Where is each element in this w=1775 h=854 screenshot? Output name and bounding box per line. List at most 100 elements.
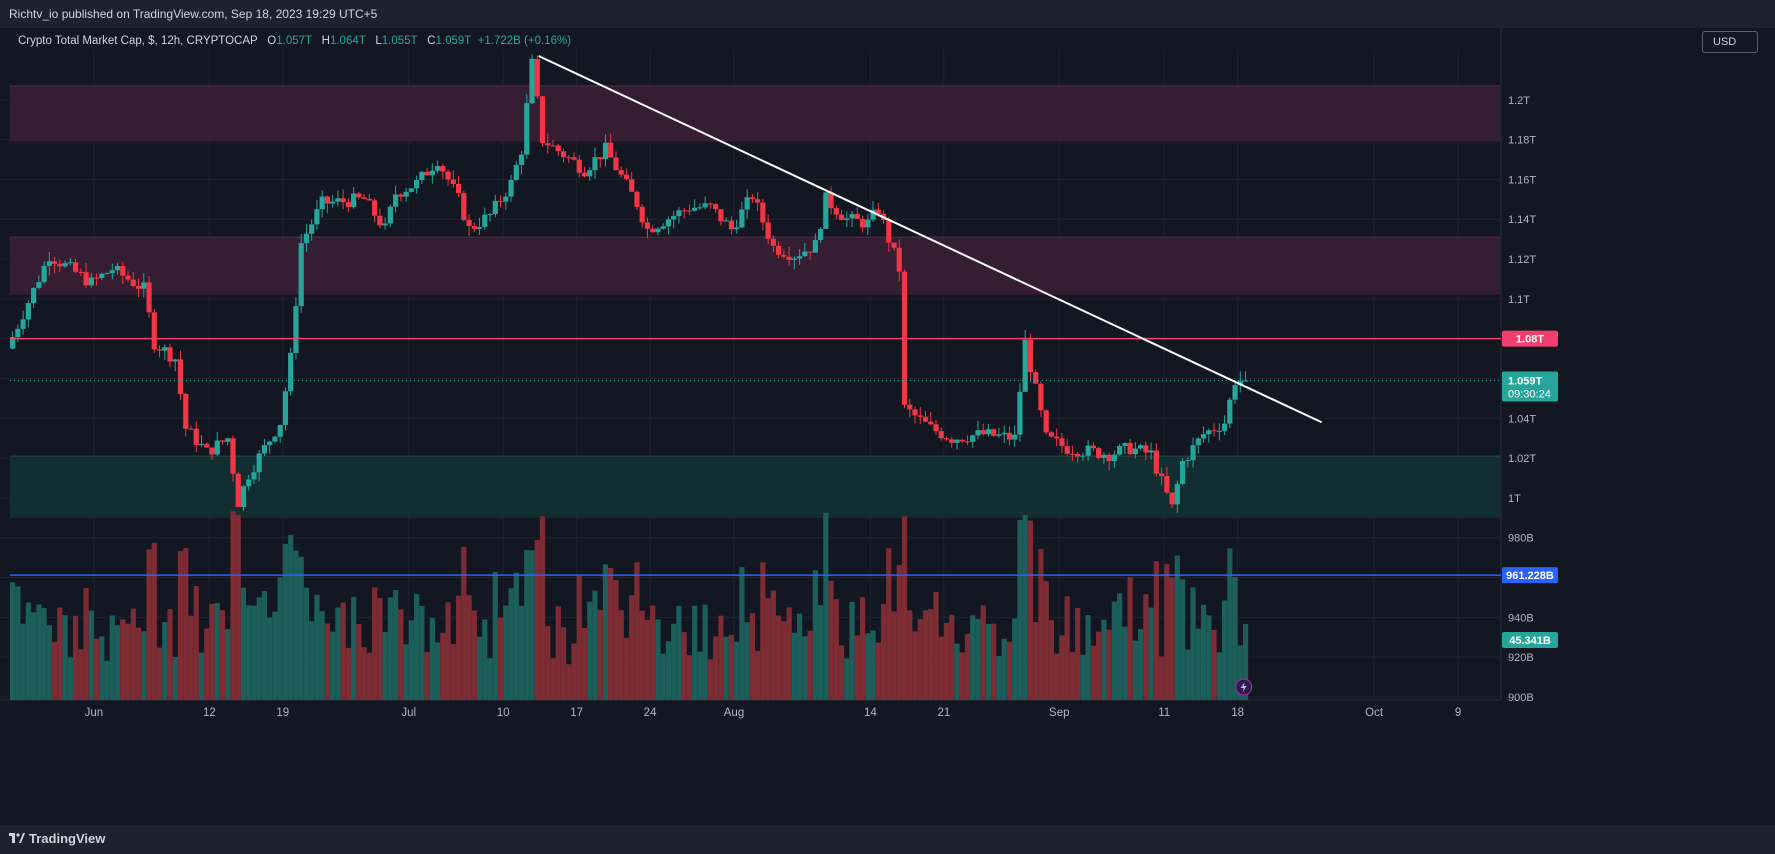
volume-bar xyxy=(1022,515,1028,700)
y-tick-label: 1.1T xyxy=(1508,294,1530,306)
candle-body xyxy=(293,306,299,353)
close-value: 1.059T xyxy=(435,35,472,47)
volume-bar xyxy=(356,624,362,700)
candle-body xyxy=(330,201,336,204)
candle-body xyxy=(891,242,897,248)
volume-bar xyxy=(823,512,829,700)
candle-body xyxy=(1038,383,1044,411)
open-label: O xyxy=(267,35,277,47)
volume-bar xyxy=(387,597,393,700)
candle-body xyxy=(749,197,755,200)
currency-button[interactable]: USD xyxy=(1702,31,1758,53)
symbol-legend: Crypto Total Market Cap, $, 12h, CRYPTOC… xyxy=(18,35,571,47)
volume-tag-text: 45.341B xyxy=(1509,635,1551,647)
candle-body xyxy=(1048,432,1055,437)
candle-body xyxy=(172,359,178,362)
volume-bar xyxy=(382,632,388,700)
candle-body xyxy=(1237,380,1243,386)
volume-bar xyxy=(728,634,734,700)
candle-body xyxy=(912,409,918,416)
volume-bar xyxy=(880,603,887,700)
volume-bar xyxy=(67,657,73,700)
candle-body xyxy=(183,394,189,429)
candle-body xyxy=(351,193,357,208)
volume-bar xyxy=(419,606,425,700)
volume-bar xyxy=(377,598,383,700)
candle-body xyxy=(219,440,226,442)
volume-bar xyxy=(592,590,598,700)
candle-body xyxy=(718,209,724,222)
volume-bar xyxy=(1111,601,1117,700)
volume-bar xyxy=(497,617,504,700)
trend-line xyxy=(538,55,1323,424)
volume-bar xyxy=(817,605,824,700)
candle-body xyxy=(340,198,346,203)
volume-bar xyxy=(812,570,818,700)
volume-bar xyxy=(975,618,981,700)
candle-body xyxy=(135,285,142,289)
y-tick-label: 980B xyxy=(1508,533,1534,545)
volume-bar xyxy=(1232,576,1238,700)
candle-body xyxy=(372,200,378,216)
candle-body xyxy=(1017,391,1023,435)
blue-level-tag xyxy=(1502,567,1558,584)
y-tick-label: 900B xyxy=(1508,692,1534,704)
candle-body xyxy=(1106,454,1112,462)
candle-body xyxy=(403,191,409,197)
candle-body xyxy=(408,188,414,192)
volume-bar xyxy=(1216,652,1222,700)
candle-body xyxy=(282,391,289,426)
volume-bar xyxy=(398,609,404,700)
candle-body xyxy=(1001,432,1007,435)
volume-bar xyxy=(650,605,656,700)
low-value: 1.055T xyxy=(381,35,418,47)
chart-area[interactable]: Jun 12 19 Jul 10 17 24 Aug 14 21 Sep 11 18 Oct 9 1.2T 1.… xyxy=(0,28,1775,825)
volume-bar xyxy=(629,595,635,700)
candle-body xyxy=(387,206,393,224)
volume-bar xyxy=(949,614,955,700)
volume-bar xyxy=(492,572,498,700)
volume-bar xyxy=(933,591,939,700)
resistance-zone xyxy=(10,85,1500,142)
change-value: +1.722B (+0.16%) xyxy=(477,35,572,47)
candle-body xyxy=(99,273,105,279)
candle-body xyxy=(781,254,787,257)
volume-bar xyxy=(634,562,640,700)
candle-body xyxy=(10,337,16,349)
candle-body xyxy=(503,196,509,202)
candle-body xyxy=(51,261,58,264)
candle-body xyxy=(114,265,121,271)
volume-bar xyxy=(513,572,519,700)
volume-bar xyxy=(1132,640,1138,700)
volume-bar xyxy=(692,605,698,700)
candle-body xyxy=(1069,453,1076,455)
volume-bar xyxy=(865,633,871,700)
candle-body xyxy=(93,277,100,279)
candle-body xyxy=(25,303,31,320)
candle-body xyxy=(1143,445,1149,453)
volume-bar xyxy=(896,564,902,700)
volume-bar xyxy=(151,542,157,700)
candle-body xyxy=(1206,430,1212,435)
x-tick-label: 10 xyxy=(497,707,510,719)
price-chart[interactable]: Jun 12 19 Jul 10 17 24 Aug 14 21 Sep 11 18 Oct 9 1.2T 1.… xyxy=(0,28,1775,825)
volume-bar xyxy=(193,586,199,700)
volume-bar xyxy=(749,613,755,700)
volume-bar xyxy=(1153,561,1159,700)
candle-body xyxy=(791,258,797,260)
volume-bar xyxy=(72,615,79,700)
candle-body xyxy=(838,214,845,220)
candle-body xyxy=(1132,448,1138,455)
candle-body xyxy=(398,194,404,197)
x-tick-label: 14 xyxy=(864,707,877,719)
candle-body xyxy=(298,243,304,307)
candle-body xyxy=(697,207,703,209)
candle-body xyxy=(1054,436,1060,439)
volume-bar xyxy=(429,617,435,700)
volume-bar xyxy=(487,658,493,700)
price-axis-bg xyxy=(1501,28,1775,825)
candle-body xyxy=(246,479,252,487)
candle-body xyxy=(209,447,215,455)
candle-body xyxy=(644,222,651,229)
volume-bar xyxy=(183,547,189,700)
